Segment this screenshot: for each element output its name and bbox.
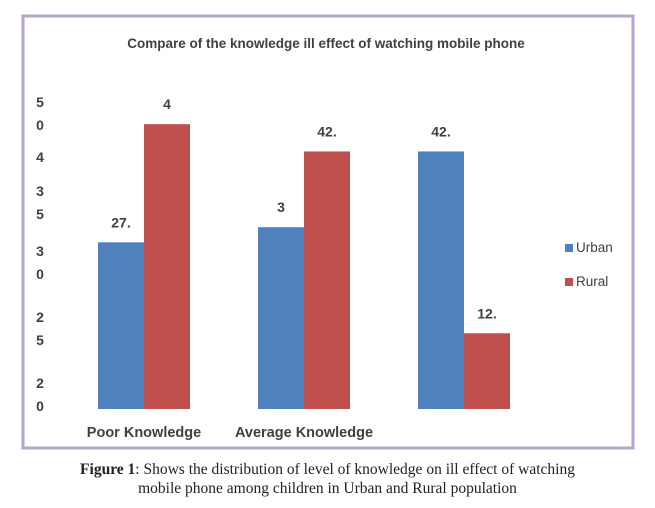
data-label: 12.: [477, 305, 496, 321]
data-label: 4: [163, 96, 171, 112]
legend-swatch-rural: [565, 278, 573, 286]
data-labels: 27. 4 3 42. 42. 12.: [111, 96, 496, 321]
y-tick-label: 2: [36, 309, 44, 325]
data-label: 42.: [431, 123, 450, 139]
chart-title: Compare of the knowledge ill effect of w…: [127, 36, 525, 51]
caption-line-2: mobile phone among children in Urban and…: [138, 480, 517, 497]
category-label: Poor Knowledge: [87, 425, 201, 441]
caption-label: Figure 1: [80, 461, 136, 478]
legend-label-urban: Urban: [576, 240, 613, 255]
bar-rural: [304, 151, 350, 409]
y-tick-label: 5: [36, 206, 44, 222]
y-tick-label: 0: [36, 117, 44, 133]
data-label: 27.: [111, 214, 130, 230]
y-tick-label: 3: [36, 243, 44, 259]
y-tick-label: 5: [36, 332, 44, 348]
y-tick-label: 5: [36, 94, 44, 110]
caption-text: : Shows the distribution of level of kno…: [135, 461, 575, 478]
y-tick-label: 4: [36, 149, 44, 165]
legend-label-rural: Rural: [576, 274, 608, 289]
y-tick-label: 0: [36, 266, 44, 282]
bar-urban: [98, 242, 144, 409]
bar-urban: [258, 227, 304, 409]
y-tick-label: 0: [36, 398, 44, 414]
category-label: Average Knowledge: [235, 425, 373, 441]
y-axis-ticks: 5 0 4 3 5 3 0 2 5 2 0: [36, 94, 44, 414]
data-label: 42.: [317, 123, 336, 139]
bars: [98, 124, 510, 410]
bar-urban: [418, 151, 464, 409]
y-tick-label: 3: [36, 183, 44, 199]
category-labels: Poor Knowledge Average Knowledge: [87, 425, 373, 441]
data-label: 3: [277, 199, 285, 215]
y-tick-label: 2: [36, 375, 44, 391]
bar-rural: [464, 333, 510, 409]
legend: Urban Rural: [565, 240, 613, 289]
bar-rural: [144, 124, 190, 410]
legend-swatch-urban: [565, 244, 573, 252]
figure-caption: Figure 1: Shows the distribution of leve…: [0, 460, 655, 498]
